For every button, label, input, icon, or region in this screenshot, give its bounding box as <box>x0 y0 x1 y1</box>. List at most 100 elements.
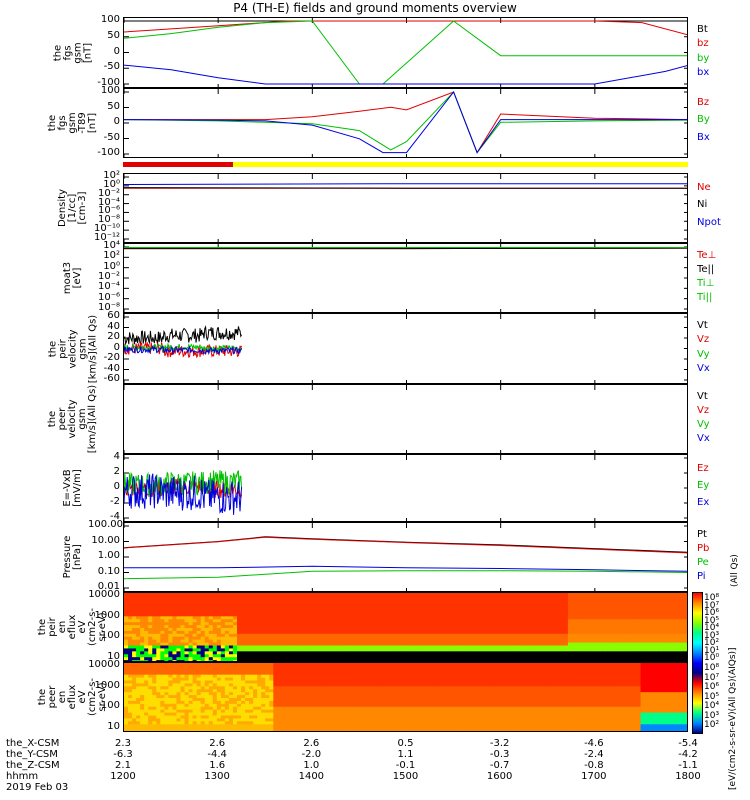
spectrogram-cell <box>503 642 508 646</box>
spectrogram-cell <box>495 622 500 626</box>
spectrogram-cell <box>204 648 210 652</box>
spectrogram-cell <box>576 660 581 661</box>
spectrogram-cell <box>684 601 687 606</box>
spectrogram-cell <box>414 616 420 620</box>
spectrogram-cell <box>479 628 484 632</box>
spectrogram-cell <box>345 622 351 626</box>
spectrogram-cell <box>188 619 194 623</box>
ylabel-pressure: Pressure [nPa] <box>62 535 83 579</box>
spectrogram-cell <box>539 630 545 635</box>
spectrogram-cell <box>140 718 145 722</box>
spectrogram-cell <box>567 593 573 597</box>
spectrogram-cell <box>196 706 202 711</box>
spectrogram-cell <box>245 709 250 714</box>
spectrogram-cell <box>216 648 222 652</box>
spectrogram-cell <box>374 633 379 638</box>
spectrogram-cell <box>224 680 230 684</box>
spectrogram-cell <box>390 595 395 600</box>
spectrogram-cell <box>333 642 339 646</box>
spectrogram-cell <box>463 610 468 614</box>
spectrogram-cell <box>321 616 327 620</box>
spectrogram-cell <box>394 616 399 620</box>
spectrogram-cell <box>656 598 662 603</box>
spectrogram-cell <box>148 698 153 702</box>
spectrogram-cell <box>281 651 286 655</box>
spectrogram-cell <box>382 651 387 655</box>
spectrogram-cell <box>317 665 323 670</box>
spectrogram-cell <box>132 680 137 684</box>
spectrogram-cell <box>652 630 658 635</box>
spectrogram-cell <box>604 660 609 661</box>
spectrogram-cell <box>652 651 658 655</box>
spectrogram-cell <box>491 651 496 655</box>
spectrogram-cell <box>652 645 658 649</box>
spectrogram-cell <box>140 721 145 725</box>
spectrogram-cell <box>479 604 484 609</box>
spectrogram-cell <box>382 593 387 597</box>
spectrogram-cell <box>333 686 339 690</box>
spectrogram-cell <box>249 601 254 606</box>
spectrogram-cell <box>487 636 492 641</box>
spectrogram-cell <box>168 657 173 661</box>
spectrogram-cell <box>596 657 601 661</box>
spectrogram-cell <box>458 642 464 646</box>
spectrogram-cell <box>128 718 133 722</box>
spectrogram-cell <box>531 654 537 658</box>
spectrogram-cell <box>608 593 613 597</box>
spectrogram-cell <box>168 703 173 708</box>
spectrogram-cell <box>515 607 520 611</box>
spectrogram-cell <box>196 639 202 644</box>
spectrogram-cell <box>277 633 282 638</box>
spectrogram-cell <box>531 651 537 655</box>
spectrogram-cell <box>624 593 629 597</box>
spectrogram-cell <box>418 654 424 658</box>
spectrogram-cell <box>160 721 165 725</box>
spectrogram-cell <box>309 692 315 696</box>
spectrogram-cell <box>124 671 129 676</box>
spectrogram-cell <box>531 610 537 614</box>
spectrogram-cell <box>285 593 290 597</box>
spectrogram-cell <box>515 633 520 638</box>
spectrogram-cell <box>471 639 476 644</box>
spectrogram-cell <box>289 730 294 731</box>
spectrogram-cell <box>446 630 452 635</box>
spectrogram-cell <box>592 654 597 658</box>
spectrogram-cell <box>676 625 682 629</box>
spectrogram-cell <box>132 636 137 641</box>
spectrogram-cell <box>350 607 355 611</box>
spectrogram-cell <box>249 715 254 719</box>
spectrogram-cell <box>370 610 375 614</box>
spectrogram-cell <box>301 698 307 702</box>
spectrogram-cell <box>563 613 569 617</box>
spectrogram-cell <box>176 689 181 693</box>
spectrogram-cell <box>378 601 383 606</box>
spectrogram-cell <box>426 595 432 600</box>
spectrogram-cell <box>628 598 633 603</box>
spectrogram-cell <box>224 727 230 731</box>
spectrogram-cell <box>204 619 210 623</box>
spectrogram-cell <box>148 706 153 711</box>
spectrogram-cell <box>644 639 650 644</box>
spectrogram-cell <box>535 619 541 623</box>
spectrogram-cell <box>196 651 202 655</box>
spectrogram-cell <box>128 601 133 606</box>
spectrogram-cell <box>180 622 186 626</box>
spectrogram-cell <box>176 628 181 632</box>
spectrogram-cell <box>309 715 315 719</box>
spectrogram-cell <box>414 645 420 649</box>
spectrogram-cell <box>220 593 226 597</box>
spectrogram-cell <box>313 633 319 638</box>
spectrogram-cell <box>358 657 363 661</box>
spectrogram-cell <box>454 601 460 606</box>
spectrogram-cell <box>317 724 323 728</box>
spectrogram-cell <box>551 642 557 646</box>
spectrogram-cell <box>354 610 359 614</box>
spectrogram-cell <box>317 619 323 623</box>
spectrogram-cell <box>676 593 682 597</box>
spectrogram-cell <box>212 622 218 626</box>
spectrogram-cell <box>563 651 569 655</box>
spectrogram-cell <box>152 677 157 681</box>
spectrogram-cell <box>148 700 153 705</box>
ytick-density: 10⁻⁴ <box>97 196 120 208</box>
spectrogram-cell <box>124 613 129 617</box>
